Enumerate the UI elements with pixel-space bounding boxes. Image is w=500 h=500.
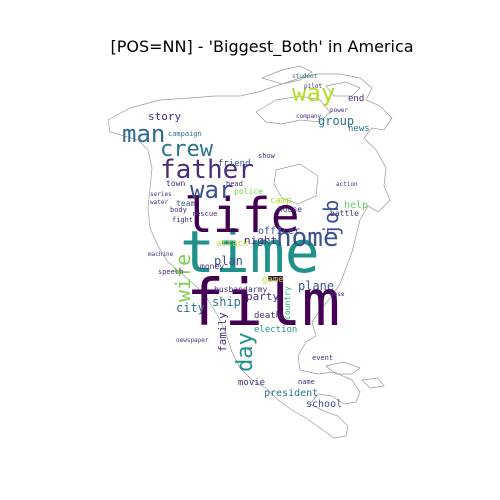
word-army: army [248,285,267,294]
word-game: game [262,275,284,285]
word-name: name [298,378,315,386]
word-camp: camp [270,196,292,206]
word-event: event [312,354,333,362]
word-money: money [200,262,224,271]
word-father: father [160,155,254,185]
word-newspaper: newspaper [176,337,209,344]
word-man: man [122,120,165,148]
word-election: election [254,325,297,335]
word-fight: fight [172,216,193,224]
word-crew: crew [160,137,214,162]
word-war: war [190,176,233,204]
word-school: school [306,399,342,410]
word-ship: ship [212,295,241,309]
word-city: city [176,301,205,315]
word-news: news [348,124,370,134]
word-company: company [296,113,322,120]
north-america-outline [107,65,393,439]
word-president: president [264,388,318,399]
word-story: story [148,110,181,123]
word-student: student [292,73,318,80]
word-country: country [283,286,292,320]
word-way: way [292,79,335,107]
word-night: night [244,234,277,247]
word-head: head [226,180,243,188]
word-base: base [330,291,345,298]
word-campaign: campaign [168,130,202,138]
word-speech: speech [158,268,183,276]
word-death: death [254,311,281,321]
word-officer: officer [258,226,300,237]
word-plan: plan [214,254,243,268]
word-body: body [170,206,187,214]
word-life: life [184,188,300,244]
word-pilot: pilot [304,83,322,90]
word-family: family [216,312,229,352]
word-house: house [278,205,302,214]
word-job: job [319,200,343,236]
word-help: help [344,200,368,211]
word-rescue: rescue [192,210,217,218]
word-show: show [258,152,276,160]
word-wife: wife [171,254,195,302]
word-water: water [150,199,168,206]
word-day: day [233,332,258,372]
figure-title: [POS=NN] - 'Biggest_Both' in America [110,37,414,56]
word-plane: plane [298,279,334,293]
word-husband: husband [214,285,248,294]
word-police: police [234,187,263,196]
word-time: time [180,218,320,286]
word-friend: friend [218,159,251,169]
word-town: town [166,179,185,188]
word-power: power [330,107,348,114]
word-attack: attack [216,239,249,249]
word-series: series [150,191,172,198]
word-action: action [336,181,358,188]
word-home: home [276,223,339,253]
word-group: group [318,114,354,128]
word-movie: movie [238,378,265,388]
word-end: end [348,94,364,104]
word-battle: battle [330,209,359,218]
word-film: film [186,267,340,341]
word-machine: machine [148,251,174,258]
word-team: team [176,199,195,208]
word-party: party [246,290,279,303]
